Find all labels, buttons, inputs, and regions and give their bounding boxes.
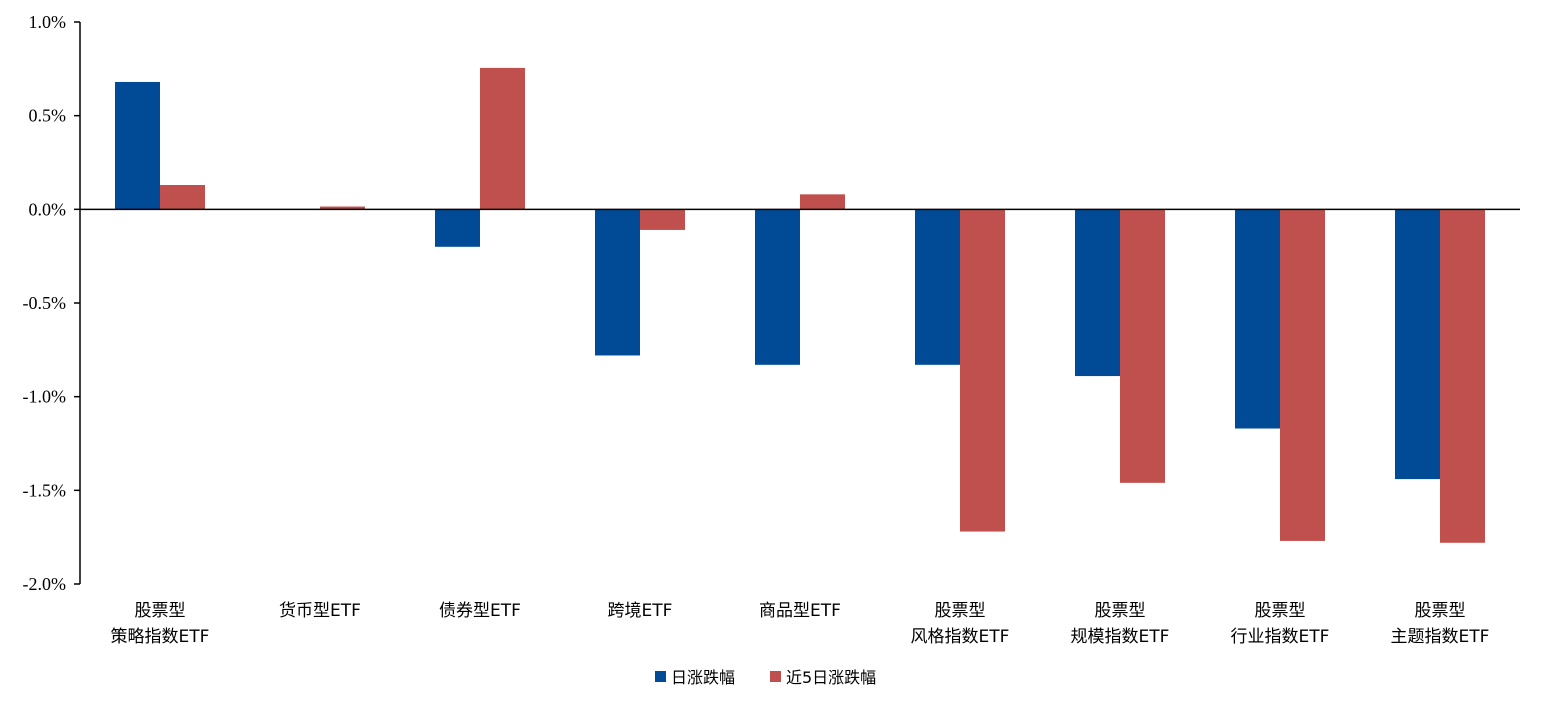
- bar-daily-6: [1075, 209, 1120, 377]
- y-tick-label: -1.0%: [23, 387, 67, 407]
- y-tick-label: 1.0%: [29, 12, 67, 32]
- bar-5day-3: [640, 209, 685, 230]
- y-tick-label: 0.5%: [29, 106, 67, 126]
- x-category-label: 主题指数ETF: [1391, 627, 1490, 647]
- y-tick-label: -0.5%: [23, 293, 67, 313]
- x-category-label: 股票型: [1095, 601, 1146, 621]
- y-tick-label: -2.0%: [23, 574, 67, 594]
- x-category-label: 股票型: [935, 601, 986, 621]
- legend-label: 近5日涨跌幅: [786, 668, 876, 687]
- x-category-label: 股票型: [1415, 601, 1466, 621]
- legend-label: 日涨跌幅: [671, 668, 735, 687]
- bar-daily-5: [915, 209, 960, 365]
- bar-5day-7: [1280, 209, 1325, 541]
- legend-swatch-daily: [655, 671, 666, 682]
- x-category-label: 行业指数ETF: [1231, 627, 1330, 647]
- bar-5day-0: [160, 184, 205, 210]
- bar-daily-8: [1395, 209, 1440, 480]
- x-category-label: 规模指数ETF: [1071, 627, 1170, 647]
- bar-daily-3: [595, 209, 640, 356]
- x-category-label: 商品型ETF: [759, 601, 841, 621]
- x-category-label: 风格指数ETF: [911, 627, 1010, 647]
- x-category-label: 货币型ETF: [279, 601, 361, 621]
- bar-daily-2: [435, 209, 480, 247]
- bar-daily-7: [1235, 209, 1280, 429]
- x-category-label: 策略指数ETF: [111, 627, 210, 647]
- x-category-label: 股票型: [1255, 601, 1306, 621]
- x-category-label: 股票型: [135, 601, 186, 621]
- bar-5day-4: [800, 194, 845, 210]
- x-category-label: 跨境ETF: [608, 601, 673, 621]
- bar-5day-1: [320, 206, 365, 210]
- bar-5day-6: [1120, 209, 1165, 483]
- y-tick-label: -1.5%: [23, 480, 67, 500]
- bar-5day-8: [1440, 209, 1485, 543]
- y-tick-label: 0.0%: [29, 199, 67, 219]
- bar-5day-5: [960, 209, 1005, 532]
- bar-daily-4: [755, 209, 800, 365]
- legend-swatch-5day: [770, 671, 781, 682]
- x-category-label: 债券型ETF: [439, 601, 521, 621]
- bar-daily-0: [115, 81, 160, 210]
- bar-5day-2: [480, 67, 525, 210]
